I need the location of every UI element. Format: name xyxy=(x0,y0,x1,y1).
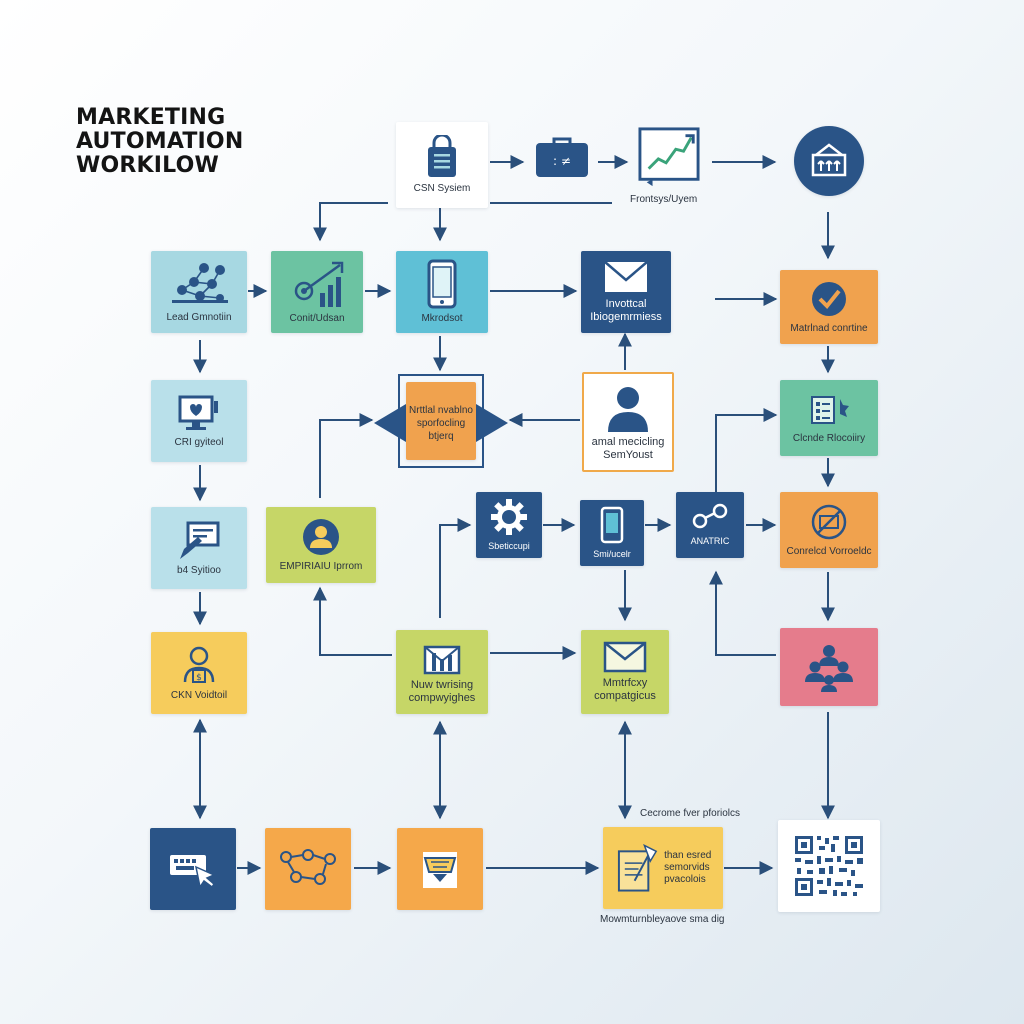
email-marketing-node[interactable]: amal mecicling SemYoust xyxy=(582,372,674,472)
settings-label: Sbeticcupi xyxy=(488,541,530,551)
mobile-dot-label: Mkrodsot xyxy=(421,313,463,324)
confirmed-verified-node[interactable]: Conrelcd Vorroeldc xyxy=(780,492,878,568)
checkmark-icon xyxy=(812,282,846,316)
qr-code-icon xyxy=(795,836,863,896)
share-doc-node[interactable]: than esred semorvids pvacolois xyxy=(603,827,723,909)
title-line-2: AUTOMATION xyxy=(76,129,244,154)
network-icon xyxy=(172,263,228,303)
trend-chart-node[interactable] xyxy=(636,126,702,188)
crm-workout-label: CKN Voidtoil xyxy=(170,690,228,701)
flow-node[interactable] xyxy=(265,828,351,910)
target-arrow-left-icon xyxy=(374,404,406,442)
envelope-icon xyxy=(604,261,648,292)
mobile-dot-node[interactable]: Mkrodsot xyxy=(396,251,488,333)
svg-text:: ≠: : ≠ xyxy=(553,154,571,168)
link-icon xyxy=(692,503,728,529)
process-icon xyxy=(811,396,849,424)
capture-label: Cecrome fver pforiolcs xyxy=(640,808,741,819)
conversion-node[interactable]: Conit/Udsan xyxy=(271,251,363,333)
flow-icon xyxy=(280,849,336,885)
growth-chart-icon xyxy=(294,261,344,307)
diagram-title: MARKETING AUTOMATION WORKILOW xyxy=(76,106,243,178)
briefcase-icon: : ≠ xyxy=(536,137,588,177)
monthly-campaigns-label: Mmtrfcxy compatgicus xyxy=(594,677,656,702)
ticket-icon xyxy=(423,852,457,888)
shopping-bag-icon xyxy=(428,135,456,177)
matched-constrine-node[interactable]: Matrlnad conrtine xyxy=(780,270,878,344)
qr-node[interactable] xyxy=(778,820,880,912)
basket-circle-node[interactable] xyxy=(794,126,864,196)
lead-generation-node[interactable]: Lead Gmnotiin xyxy=(151,251,247,333)
settings-node[interactable]: Sbeticcupi xyxy=(476,492,542,558)
b4-system-node[interactable]: b4 Syitioo xyxy=(151,507,247,589)
center-target-label: Nrttlal nvablno sporfocling btjerq xyxy=(409,404,473,442)
person-icon xyxy=(608,387,648,432)
confirmed-verified-label: Conrelcd Vorroeldc xyxy=(786,546,872,557)
email-nurture-label: Invottcal Ibiogemrmiess xyxy=(590,298,662,323)
svg-text:$: $ xyxy=(196,673,202,683)
smartphone-icon xyxy=(600,506,624,544)
ticket-node[interactable] xyxy=(397,828,483,910)
smartphone-label: Smi/ucelr xyxy=(593,549,631,559)
center-target-node[interactable]: Nrttlal nvablno sporfocling btjerq xyxy=(406,382,476,460)
basket-icon xyxy=(811,143,847,177)
team-node[interactable] xyxy=(780,628,878,706)
cloud-processing-node[interactable]: Clcnde Rlocoiiry xyxy=(780,380,878,456)
keyboard-click-icon xyxy=(170,855,216,889)
contact-icon: $ xyxy=(183,646,215,683)
empirial-label: EMPIRIAIU Iprrom xyxy=(279,561,363,572)
b4-system-label: b4 Syitioo xyxy=(177,565,221,576)
frontsys-label: Frontsys/Uyem xyxy=(630,194,698,205)
document-pen-icon xyxy=(617,843,658,892)
email-marketing-label: amal mecicling SemYoust xyxy=(591,436,665,461)
monitor-icon xyxy=(178,395,218,430)
team-icon xyxy=(805,645,853,692)
monthly-campaigns-node[interactable]: Mmtrfcxy compatgicus xyxy=(581,630,669,714)
user-badge-icon xyxy=(303,519,339,555)
crm-system-top-node[interactable]: CSN Sysiem xyxy=(396,122,488,208)
new-tracking-label: Nuw twrising compwyighes xyxy=(408,679,476,704)
gear-icon xyxy=(491,499,527,535)
analytic-label: ANATRIC xyxy=(690,536,730,546)
briefcase-node[interactable]: : ≠ xyxy=(528,128,596,188)
bottom-label: Mowmturnbleyaove sma dig xyxy=(600,914,725,925)
new-tracking-node[interactable]: Nuw twrising compwyighes xyxy=(396,630,488,714)
empirial-node[interactable]: EMPIRIAIU Iprrom xyxy=(266,507,376,583)
envelope-icon xyxy=(603,641,647,673)
analytic-node[interactable]: ANATRIC xyxy=(676,492,744,558)
mobile-icon xyxy=(427,259,457,309)
lead-generation-label: Lead Gmnotiin xyxy=(166,312,232,323)
basket-check-icon xyxy=(811,504,847,540)
matched-constrine-label: Matrlnad conrtine xyxy=(790,323,868,334)
keyboard-node[interactable] xyxy=(150,828,236,910)
target-arrow-right-icon xyxy=(476,404,508,442)
share-doc-label: than esred semorvids pvacolois xyxy=(664,850,712,885)
mail-chart-icon xyxy=(423,645,461,675)
trend-chart-icon xyxy=(638,127,700,187)
title-line-3: WORKILOW xyxy=(76,153,219,178)
crm-system-top-label: CSN Sysiem xyxy=(413,183,471,194)
title-line-1: MARKETING xyxy=(76,105,226,130)
email-nurture-node[interactable]: Invottcal Ibiogemrmiess xyxy=(581,251,671,333)
conversion-label: Conit/Udsan xyxy=(289,313,345,324)
cloud-processing-label: Clcnde Rlocoiiry xyxy=(792,433,866,444)
crm-workout-node[interactable]: $ CKN Voidtoil xyxy=(151,632,247,714)
crm-system-left-label: CRI gyiteol xyxy=(174,437,224,448)
crm-system-left-node[interactable]: CRI gyiteol xyxy=(151,380,247,462)
form-icon xyxy=(180,521,220,559)
smartphone-node[interactable]: Smi/ucelr xyxy=(580,500,644,566)
